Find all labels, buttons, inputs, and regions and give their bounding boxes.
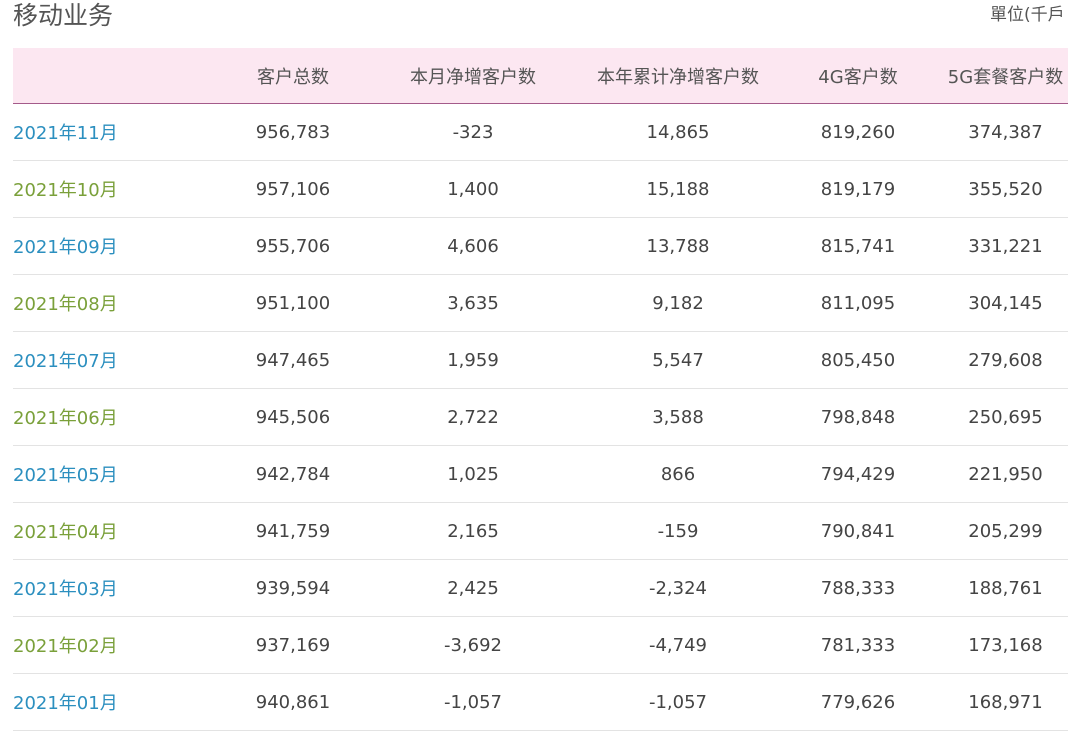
table-row: 2021年10月 957,106 1,400 15,188 819,179 355,520: [13, 161, 1068, 218]
ytd-net-add-cell: 9,182: [652, 292, 704, 314]
4g-customers-cell: 794,429: [820, 463, 896, 485]
4g-customers-cell: 788,333: [820, 577, 896, 599]
ytd-net-add-cell: 866: [660, 463, 696, 485]
total-customers-cell: 947,465: [255, 349, 331, 371]
monthly-net-add-cell: 2,165: [447, 520, 499, 542]
monthly-net-add-cell: 1,025: [447, 463, 499, 485]
unit-label: 單位(千戶: [990, 5, 1065, 25]
total-customers-cell: 955,706: [255, 235, 331, 257]
ytd-net-add-cell: 13,788: [646, 235, 710, 257]
table-row: 2021年01月 940,861 -1,057 -1,057 779,626 168,97…: [13, 674, 1068, 731]
5g-package-customers-cell: 250,695: [968, 406, 1043, 428]
5g-package-customers-cell: 331,221: [968, 235, 1043, 257]
total-customers-cell: 941,759: [255, 520, 331, 542]
4g-customers-cell: 819,179: [820, 178, 896, 200]
monthly-net-add-cell: 1,959: [447, 349, 499, 371]
page-title: 移动业务: [13, 1, 114, 30]
month-link[interactable]: 2021年05月: [13, 465, 118, 486]
ytd-net-add-cell: -1,057: [648, 691, 708, 713]
table-row: 2021年04月 941,759 2,165 -159 790,841 205,299: [13, 503, 1068, 560]
total-customers-cell: 945,506: [255, 406, 331, 428]
4g-customers-cell: 805,450: [820, 349, 896, 371]
month-link[interactable]: 2021年06月: [13, 408, 118, 429]
monthly-net-add-cell: -323: [452, 121, 494, 143]
mobile-business-table: 客户总数 本月净增客户数 本年累计净增客户数 4G客户数 5G套餐客户数 202…: [13, 48, 1068, 731]
4g-customers-cell: 781,333: [820, 634, 896, 656]
5g-package-customers-cell: 304,145: [968, 292, 1043, 314]
5g-package-customers-cell: 205,299: [968, 520, 1043, 542]
header-4g-customers: 4G客户数: [818, 66, 898, 88]
total-customers-cell: 957,106: [255, 178, 331, 200]
table-header: 客户总数 本月净增客户数 本年累计净增客户数 4G客户数 5G套餐客户数: [13, 48, 1068, 104]
month-link[interactable]: 2021年03月: [13, 579, 118, 600]
table-row: 2021年02月 937,169 -3,692 -4,749 781,333 173,16…: [13, 617, 1068, 674]
4g-customers-cell: 790,841: [820, 520, 896, 542]
total-customers-cell: 939,594: [255, 577, 331, 599]
5g-package-customers-cell: 168,971: [968, 691, 1043, 713]
monthly-net-add-cell: 4,606: [447, 235, 499, 257]
ytd-net-add-cell: -2,324: [648, 577, 708, 599]
header-monthly-net-add: 本月净增客户数: [410, 66, 536, 88]
monthly-net-add-cell: 2,425: [447, 577, 499, 599]
4g-customers-cell: 798,848: [820, 406, 896, 428]
table-row: 2021年11月 956,783 -323 14,865 819,260 374,387: [13, 104, 1068, 161]
month-link[interactable]: 2021年10月: [13, 180, 118, 201]
ytd-net-add-cell: -4,749: [648, 634, 708, 656]
ytd-net-add-cell: 15,188: [646, 178, 710, 200]
table-row: 2021年05月 942,784 1,025 866 794,429 221,950: [13, 446, 1068, 503]
month-link[interactable]: 2021年01月: [13, 693, 118, 714]
header-5g-package-customers: 5G套餐客户数: [947, 66, 1064, 88]
5g-package-customers-cell: 355,520: [968, 178, 1043, 200]
table-row: 2021年08月 951,100 3,635 9,182 811,095 304,145: [13, 275, 1068, 332]
monthly-net-add-cell: 2,722: [447, 406, 499, 428]
table-row: 2021年06月 945,506 2,722 3,588 798,848 250,695: [13, 389, 1068, 446]
month-link[interactable]: 2021年09月: [13, 237, 118, 258]
total-customers-cell: 937,169: [255, 634, 331, 656]
header-ytd-net-add: 本年累计净增客户数: [597, 66, 759, 88]
ytd-net-add-cell: 5,547: [652, 349, 704, 371]
table-body: 2021年11月 956,783 -323 14,865 819,260 374,387 2…: [13, 104, 1068, 731]
monthly-net-add-cell: -3,692: [443, 634, 503, 656]
5g-package-customers-cell: 173,168: [968, 634, 1043, 656]
5g-package-customers-cell: 221,950: [968, 463, 1043, 485]
total-customers-cell: 942,784: [255, 463, 331, 485]
table-row: 2021年03月 939,594 2,425 -2,324 788,333 188,761: [13, 560, 1068, 617]
total-customers-cell: 951,100: [255, 292, 331, 314]
total-customers-cell: 940,861: [255, 691, 331, 713]
month-link[interactable]: 2021年11月: [13, 123, 118, 144]
monthly-net-add-cell: 1,400: [447, 178, 499, 200]
4g-customers-cell: 815,741: [820, 235, 896, 257]
5g-package-customers-cell: 374,387: [968, 121, 1043, 143]
4g-customers-cell: 819,260: [820, 121, 896, 143]
total-customers-cell: 956,783: [255, 121, 331, 143]
monthly-net-add-cell: -1,057: [443, 691, 503, 713]
month-link[interactable]: 2021年04月: [13, 522, 118, 543]
month-link[interactable]: 2021年08月: [13, 294, 118, 315]
month-link[interactable]: 2021年02月: [13, 636, 118, 657]
header-total-customers: 客户总数: [257, 66, 329, 88]
table-row: 2021年07月 947,465 1,959 5,547 805,450 279,608: [13, 332, 1068, 389]
4g-customers-cell: 811,095: [820, 292, 896, 314]
ytd-net-add-cell: -159: [657, 520, 699, 542]
4g-customers-cell: 779,626: [820, 691, 896, 713]
monthly-net-add-cell: 3,635: [447, 292, 499, 314]
5g-package-customers-cell: 188,761: [968, 577, 1043, 599]
ytd-net-add-cell: 14,865: [646, 121, 710, 143]
ytd-net-add-cell: 3,588: [652, 406, 704, 428]
table-row: 2021年09月 955,706 4,606 13,788 815,741 331,221: [13, 218, 1068, 275]
month-link[interactable]: 2021年07月: [13, 351, 118, 372]
5g-package-customers-cell: 279,608: [968, 349, 1043, 371]
